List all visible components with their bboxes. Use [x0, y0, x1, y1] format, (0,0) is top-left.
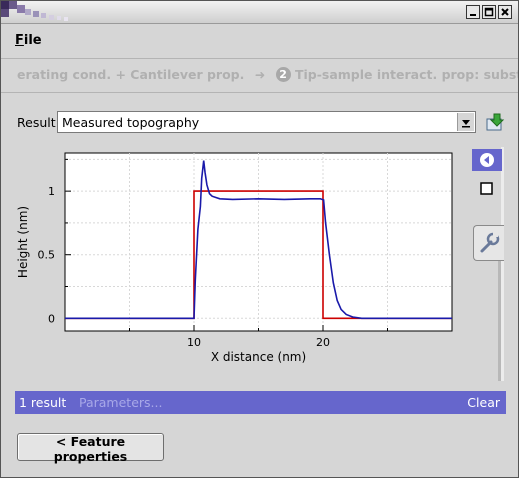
chevron-down-icon[interactable] — [457, 113, 474, 131]
parameters-link[interactable]: Parameters... — [79, 395, 163, 410]
plot-area: 10 20 0 0.5 1 X distance (nm) Height (nm) — [15, 147, 462, 382]
x-tick-label: 10 — [187, 336, 201, 349]
tools-tab[interactable] — [473, 225, 504, 261]
result-dropdown[interactable]: Measured topography — [57, 111, 476, 133]
menu-file[interactable]: File — [15, 33, 42, 48]
status-bar: 1 result Parameters... Clear — [15, 391, 506, 414]
menu-file-mnemonic: F — [15, 33, 24, 48]
step-2-number: 2 — [275, 67, 291, 82]
step-1-label[interactable]: erating cond. + Cantilever prop. — [17, 67, 245, 82]
result-selected-value: Measured topography — [62, 115, 200, 130]
title-bar[interactable] — [1, 1, 518, 24]
feature-properties-button[interactable]: < Feature properties — [17, 433, 164, 464]
export-arrow-icon — [486, 113, 505, 131]
measured-profile-line — [65, 160, 452, 320]
result-count: 1 result — [19, 395, 67, 410]
menu-bar: File — [1, 24, 518, 59]
side-toolbar — [469, 147, 505, 381]
window-corner-decoration — [1, 1, 68, 21]
result-label: Result: — [17, 115, 60, 130]
x-tick-label: 20 — [316, 336, 330, 349]
export-button[interactable] — [484, 111, 506, 133]
step-2-label[interactable]: Tip-sample interact. prop: substrate — [294, 67, 518, 82]
y-tick-label: 0 — [48, 312, 55, 325]
maximize-icon[interactable] — [482, 5, 496, 19]
x-axis-label: X distance (nm) — [211, 350, 306, 364]
square-icon[interactable] — [477, 179, 497, 199]
y-axis-label: Height (nm) — [16, 206, 30, 278]
side-toolbar-frame — [498, 147, 504, 381]
back-arrow-icon[interactable] — [472, 149, 502, 171]
minimize-icon[interactable] — [466, 5, 480, 19]
topography-chart: 10 20 0 0.5 1 X distance (nm) Height (nm) — [16, 152, 453, 364]
menu-file-rest: ile — [23, 33, 42, 48]
wrench-icon — [480, 232, 500, 253]
y-tick-label: 0.5 — [38, 249, 56, 262]
arrow-right-icon: ➜ — [254, 67, 266, 82]
y-tick-label: 1 — [48, 185, 55, 198]
clear-button[interactable]: Clear — [467, 395, 500, 410]
close-icon[interactable] — [498, 5, 512, 19]
wizard-steps: erating cond. + Cantilever prop. ➜ 2 Tip… — [1, 59, 518, 93]
